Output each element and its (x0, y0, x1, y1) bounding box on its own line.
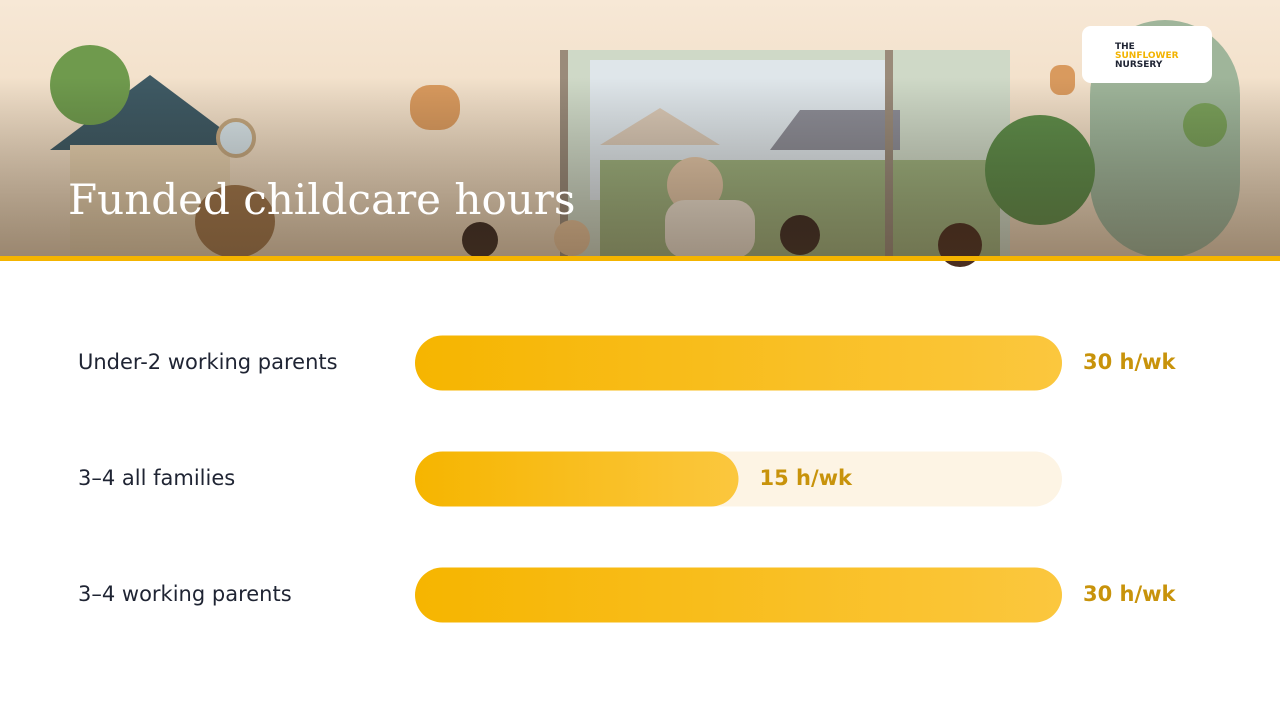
value-label: 30 h/wk (1083, 582, 1177, 606)
category-label: 3–4 all families (78, 466, 235, 490)
category-label: Under-2 working parents (78, 350, 338, 374)
value-label: 30 h/wk (1083, 350, 1177, 374)
header-rule (0, 256, 1280, 261)
bar (415, 335, 1062, 391)
value-label: 15 h/wk (760, 466, 854, 490)
logo-text: THE (1115, 42, 1135, 52)
category-label: 3–4 working parents (78, 582, 292, 606)
bar (415, 567, 1062, 623)
bar (415, 451, 739, 507)
logo: THE SUNFLOWER NURSERY (1082, 26, 1212, 83)
logo-text: SUNFLOWER (1115, 51, 1179, 61)
chart-title: Funded childcare hours (68, 175, 575, 224)
logo-text: NURSERY (1115, 60, 1163, 70)
header-image (0, 0, 1280, 267)
